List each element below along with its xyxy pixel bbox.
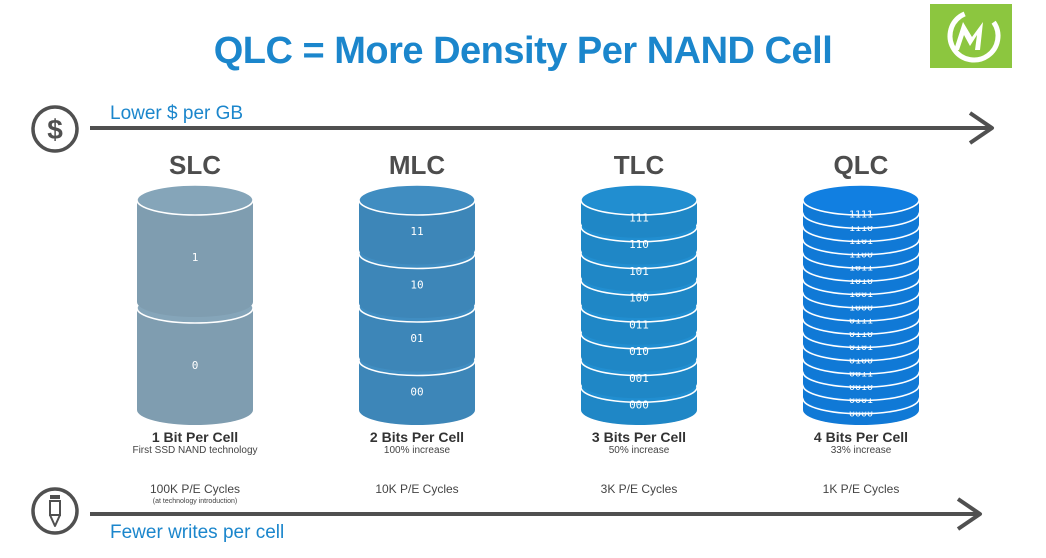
mlc-cylinder-stack: 00 01 10 11 [358, 184, 476, 425]
micron-logo [930, 4, 1012, 68]
qlc-layer-label: 1101 [849, 236, 873, 247]
tlc-layer-label: 101 [629, 265, 649, 278]
dollar-icon: $ [30, 104, 80, 154]
mlc-heading: MLC [388, 150, 446, 180]
slc-layer-body [137, 200, 253, 317]
qlc-layer-label: 1110 [849, 223, 873, 234]
qlc-layer-label: 0111 [849, 316, 873, 327]
tlc-layer-top [580, 184, 698, 216]
tlc-layer: 111 [580, 184, 698, 238]
bottom-arrow-head [956, 497, 982, 531]
qlc-layer-label: 0000 [849, 408, 873, 419]
qlc-layer-label: 0110 [849, 329, 873, 340]
slc-heading: SLC [169, 150, 221, 180]
top-arrow-head [968, 111, 994, 145]
qlc-bits-label: 4 Bits Per Cell [813, 429, 909, 445]
mlc-layer-body [359, 253, 475, 318]
qlc-layer-label: 1010 [849, 276, 873, 287]
svg-text:$: $ [47, 114, 63, 145]
mlc-subtitle: 100% increase [383, 445, 451, 456]
qlc-subtitle: 33% increase [830, 445, 892, 456]
mlc-layer-label: 00 [410, 385, 423, 398]
mlc-layer-body [359, 200, 475, 265]
qlc-layer-label: 0010 [849, 382, 873, 393]
qlc-layer: 1111 [802, 184, 920, 227]
slc-cycles: 100K P/E Cycles [149, 482, 241, 496]
tlc-cylinder-stack: 000 001 010 011 100 101 110 111 [580, 184, 698, 425]
slc-layer-top [136, 184, 254, 216]
qlc-layer-label: 0101 [849, 342, 873, 353]
slc-layer-body [137, 308, 253, 425]
slc-cylinder-stack: 01 [136, 184, 254, 425]
mlc-layer-body [359, 360, 475, 425]
tlc-layer-label: 011 [629, 318, 649, 331]
tlc-subtitle: 50% increase [608, 445, 670, 456]
mlc-layer-top [358, 184, 476, 216]
mlc-layer-body [359, 307, 475, 372]
qlc-layer-label: 0100 [849, 355, 873, 366]
slc-layer-label: 0 [192, 359, 199, 372]
mlc-layer-label: 01 [410, 332, 423, 345]
qlc-cycles: 1K P/E Cycles [822, 482, 900, 496]
slc-bits-label: 1 Bit Per Cell [151, 429, 239, 445]
mlc-layer-label: 10 [410, 278, 423, 291]
slc-cycles-note: (at technology introduction) [152, 498, 238, 505]
tlc-heading: TLC [613, 150, 665, 180]
page-title: QLC = More Density Per NAND Cell [213, 30, 833, 72]
qlc-layer-top [802, 184, 920, 216]
mlc-layer: 11 [358, 184, 476, 265]
qlc-cylinder-stack: 0000 0001 0010 0011 0100 0101 0110 0111 1000 1001… [802, 184, 920, 425]
qlc-layer-label: 1011 [849, 263, 873, 274]
tlc-layer-label: 000 [629, 399, 649, 412]
slc-layer-label: 1 [192, 251, 199, 264]
qlc-layer-label: 1001 [849, 289, 873, 300]
pencil-icon [30, 486, 80, 536]
qlc-layer-label: 0001 [849, 395, 873, 406]
mlc-layer-label: 11 [410, 225, 423, 238]
mlc-cycles: 10K P/E Cycles [375, 482, 459, 496]
tlc-bits-label: 3 Bits Per Cell [591, 429, 687, 445]
bottom-arrow-label: Fewer writes per cell [110, 522, 285, 543]
slc-layer: 1 [136, 184, 254, 317]
tlc-layer-label: 001 [629, 372, 649, 385]
mlc-bits-label: 2 Bits Per Cell [369, 429, 465, 445]
tlc-cycles: 3K P/E Cycles [600, 482, 678, 496]
qlc-heading: QLC [833, 150, 889, 180]
qlc-layer-label: 1000 [849, 302, 873, 313]
tlc-layer-label: 110 [629, 238, 649, 251]
tlc-layer-label: 111 [629, 211, 649, 224]
qlc-layer-label: 1111 [849, 210, 873, 221]
tlc-layer-label: 100 [629, 292, 649, 305]
qlc-layer-label: 0011 [849, 369, 873, 380]
top-arrow-label: Lower $ per GB [110, 103, 244, 124]
qlc-layer-label: 1100 [849, 249, 873, 260]
tlc-layer-label: 010 [629, 345, 649, 358]
slc-subtitle: First SSD NAND technology [132, 445, 258, 456]
